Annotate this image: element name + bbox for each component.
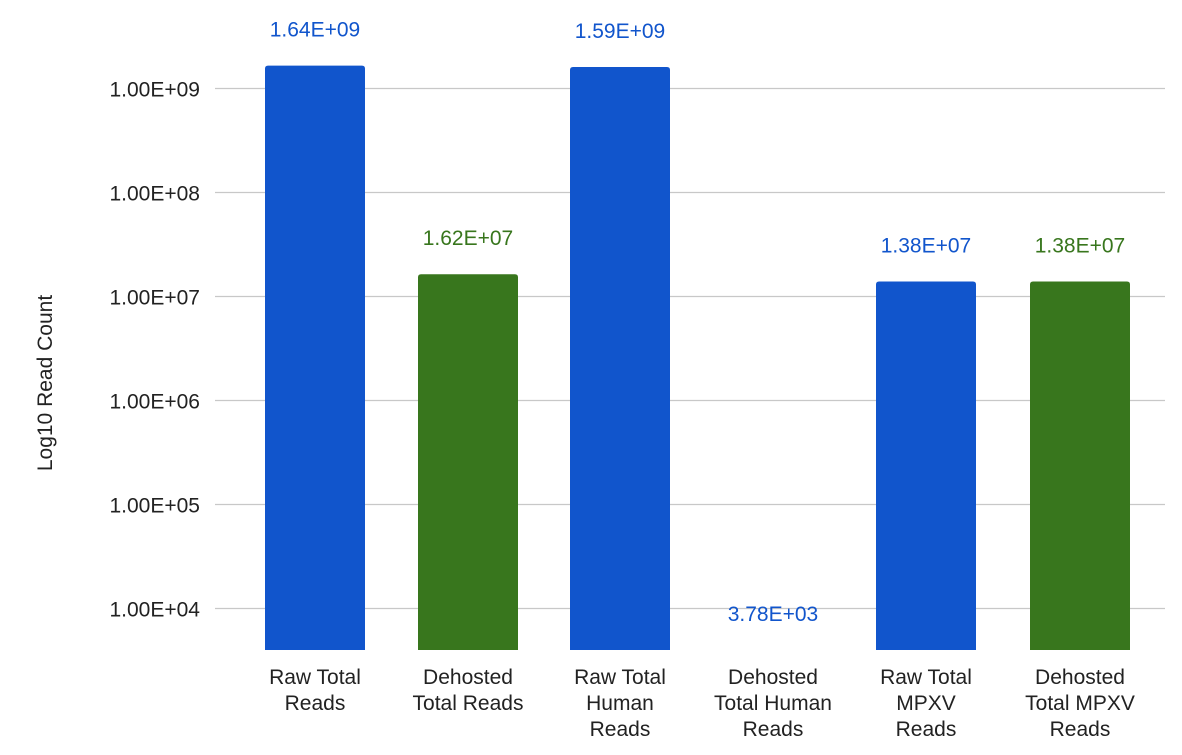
x-tick-label-line: Raw Total (269, 666, 361, 689)
data-label: 3.78E+03 (728, 603, 819, 626)
x-tick-label-line: Reads (590, 718, 651, 741)
x-tick-label: Dehosted Total Human Reads (714, 666, 832, 741)
x-tick-label-line: Reads (1050, 718, 1111, 741)
y-axis-tick-labels: 1.00E+04 1.00E+05 1.00E+06 1.00E+07 1.00E+08… (109, 79, 200, 622)
x-tick-label: Raw Total Human Reads (574, 666, 666, 741)
x-tick-label-line: Total Human (714, 692, 832, 715)
x-tick-label: Dehosted Total Reads (413, 666, 524, 715)
data-label: 1.59E+09 (575, 20, 666, 43)
x-tick-label-line: Reads (285, 692, 346, 715)
bar (265, 65, 365, 650)
x-tick-label: Raw Total Reads (269, 666, 361, 715)
y-tick-label: 1.00E+05 (109, 495, 200, 518)
gridlines (215, 87, 1165, 610)
x-tick-label-line: Reads (743, 718, 804, 741)
y-tick-label: 1.00E+08 (109, 183, 200, 206)
x-tick-label-line: Dehosted (728, 666, 818, 689)
x-tick-label-line: Total MPXV (1025, 692, 1135, 715)
data-labels: 1.64E+09 1.62E+07 1.59E+09 3.78E+03 1.38E+07… (270, 19, 1126, 626)
bar (1030, 281, 1130, 650)
data-label: 1.38E+07 (881, 234, 972, 257)
y-tick-label: 1.00E+06 (109, 391, 200, 414)
x-tick-label-line: Total Reads (413, 692, 524, 715)
data-label: 1.38E+07 (1035, 234, 1126, 257)
bar (570, 67, 670, 651)
data-label: 1.62E+07 (423, 227, 514, 250)
bar (418, 274, 518, 650)
y-tick-label: 1.00E+07 (109, 287, 200, 310)
y-tick-label: 1.00E+04 (109, 599, 200, 622)
bars (265, 65, 1130, 651)
y-tick-label: 1.00E+09 (109, 79, 200, 102)
x-tick-label-line: MPXV (896, 692, 956, 715)
y-axis-title: Log10 Read Count (34, 295, 57, 471)
x-tick-label-line: Dehosted (423, 666, 513, 689)
x-tick-label: Dehosted Total MPXV Reads (1025, 666, 1135, 741)
x-tick-label: Raw Total MPXV Reads (880, 666, 972, 741)
bar (876, 281, 976, 650)
x-tick-label-line: Reads (896, 718, 957, 741)
x-tick-label-line: Human (586, 692, 654, 715)
x-tick-label-line: Raw Total (574, 666, 666, 689)
data-label: 1.64E+09 (270, 19, 361, 42)
x-axis-category-labels: Raw Total Reads Dehosted Total Reads Raw Tot… (269, 666, 1135, 741)
x-tick-label-line: Dehosted (1035, 666, 1125, 689)
x-tick-label-line: Raw Total (880, 666, 972, 689)
